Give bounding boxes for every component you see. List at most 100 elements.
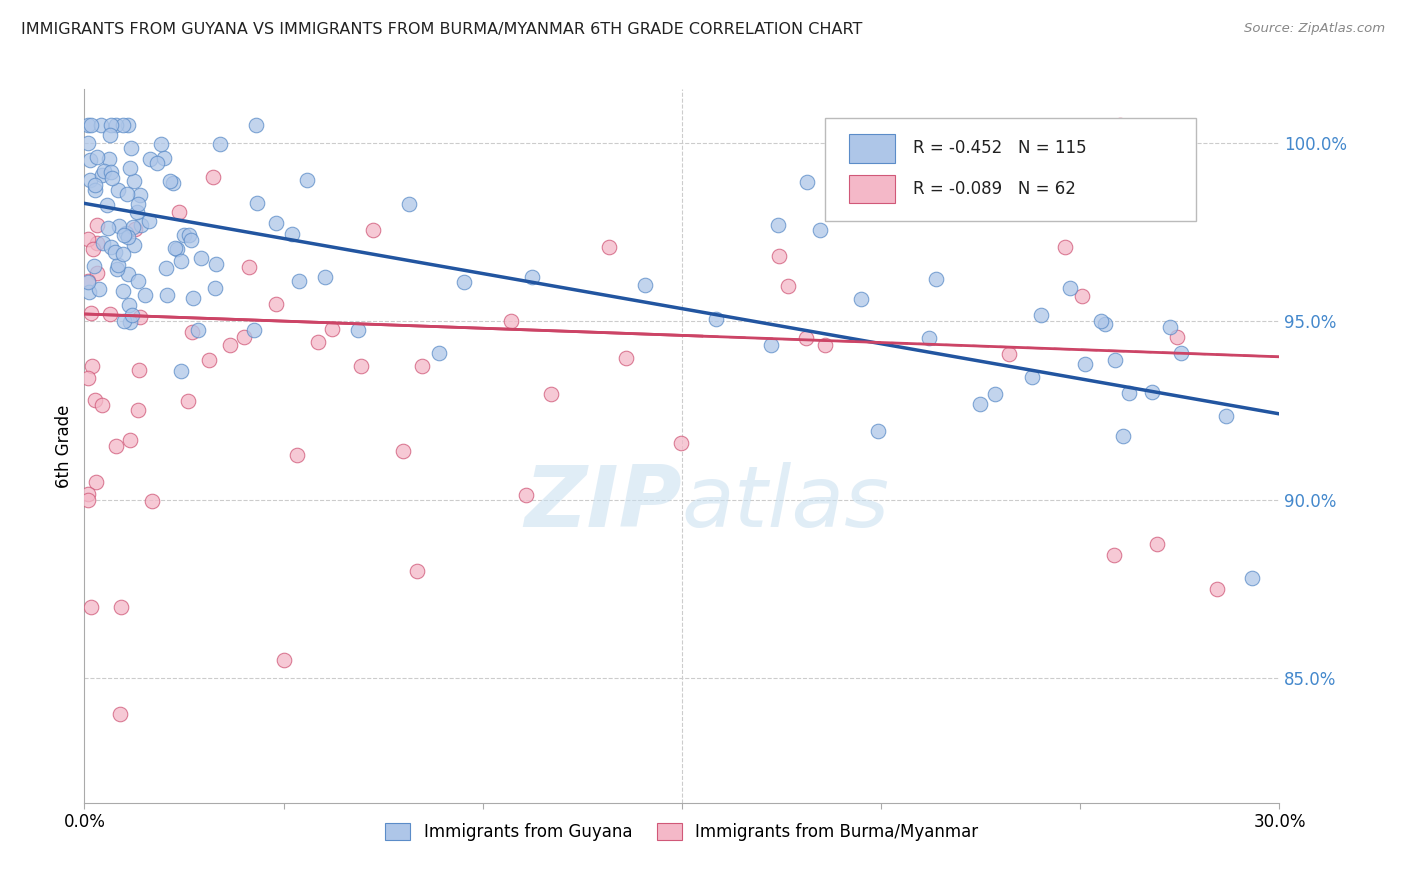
Point: [1094, 317, 1116, 331]
Point: [87, 282, 110, 296]
Point: [90, 168, 112, 182]
Point: [1102, 548, 1125, 562]
Point: [98, 307, 121, 321]
Y-axis label: 6th Grade: 6th Grade: [55, 404, 73, 488]
Point: [1021, 369, 1043, 384]
Point: [768, 249, 790, 263]
Point: [1108, 118, 1130, 132]
Text: ZIP: ZIP: [524, 461, 682, 545]
Point: [77, 118, 100, 132]
Point: [77, 371, 100, 385]
Point: [104, 118, 127, 132]
Point: [1090, 314, 1112, 328]
Point: [80, 118, 103, 132]
Point: [120, 161, 142, 176]
Point: [264, 296, 287, 310]
Point: [1070, 288, 1092, 302]
Point: [453, 275, 475, 289]
Point: [86, 266, 108, 280]
Point: [127, 197, 149, 211]
Point: [181, 291, 204, 305]
Point: [82, 359, 104, 373]
Point: [796, 175, 818, 189]
Point: [152, 151, 174, 165]
Point: [127, 205, 149, 219]
Point: [105, 262, 128, 277]
Point: [614, 351, 637, 365]
Point: [117, 267, 139, 281]
Point: [969, 397, 991, 411]
Point: [77, 136, 100, 150]
Point: [1170, 346, 1192, 360]
Point: [150, 137, 173, 152]
Point: [1206, 582, 1229, 596]
Point: [285, 448, 308, 462]
Point: [208, 137, 231, 152]
Point: [100, 240, 122, 254]
Point: [1074, 358, 1097, 372]
Point: [176, 394, 198, 409]
Point: [83, 259, 105, 273]
Point: [1104, 353, 1126, 368]
Point: [128, 362, 150, 376]
Point: [118, 298, 141, 312]
Point: [1059, 281, 1081, 295]
Point: [105, 439, 128, 453]
Point: [100, 165, 122, 179]
Point: [121, 219, 143, 234]
Point: [86, 218, 108, 232]
Point: [107, 259, 129, 273]
Point: [110, 599, 132, 614]
Point: [162, 176, 184, 190]
Point: [128, 310, 150, 324]
Point: [170, 254, 193, 268]
Point: [704, 311, 727, 326]
Bar: [849, 134, 894, 162]
Point: [321, 322, 343, 336]
Point: [350, 359, 373, 373]
Point: [918, 331, 941, 345]
Point: [166, 243, 188, 257]
Point: [197, 352, 219, 367]
Point: [1215, 409, 1237, 424]
Point: [179, 227, 201, 242]
Point: [1140, 385, 1163, 400]
Point: [86, 150, 108, 164]
Point: [90, 398, 112, 412]
Point: [84, 475, 107, 489]
Text: Source: ZipAtlas.com: Source: ZipAtlas.com: [1244, 22, 1385, 36]
Point: [1112, 429, 1135, 443]
Point: [122, 238, 145, 252]
Point: [181, 326, 204, 340]
Point: [120, 141, 142, 155]
Point: [361, 223, 384, 237]
Point: [204, 281, 226, 295]
Point: [107, 219, 129, 234]
Point: [866, 424, 889, 438]
Point: [761, 338, 783, 352]
Point: [115, 187, 138, 202]
Point: [392, 444, 415, 458]
Bar: [849, 175, 894, 203]
Point: [948, 160, 970, 174]
Point: [112, 314, 135, 328]
Point: [111, 118, 134, 132]
Point: [190, 251, 212, 265]
Point: [138, 213, 160, 227]
Text: IMMIGRANTS FROM GUYANA VS IMMIGRANTS FROM BURMA/MYANMAR 6TH GRADE CORRELATION CH: IMMIGRANTS FROM GUYANA VS IMMIGRANTS FRO…: [21, 22, 862, 37]
Point: [111, 284, 134, 298]
Point: [77, 486, 100, 500]
Legend: Immigrants from Guyana, Immigrants from Burma/Myanmar: Immigrants from Guyana, Immigrants from …: [378, 816, 986, 848]
Point: [187, 324, 209, 338]
Point: [77, 275, 100, 289]
Point: [127, 274, 149, 288]
Text: atlas: atlas: [682, 461, 890, 545]
Point: [117, 229, 139, 244]
Point: [77, 493, 100, 508]
Point: [155, 260, 177, 275]
Point: [96, 198, 118, 212]
Point: [427, 346, 450, 360]
Point: [90, 118, 112, 132]
Point: [1118, 385, 1140, 400]
Point: [103, 244, 125, 259]
